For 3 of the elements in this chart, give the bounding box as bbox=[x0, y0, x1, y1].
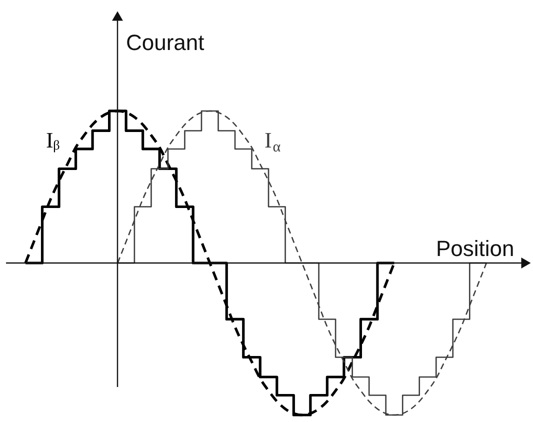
x-axis-title: Position bbox=[436, 236, 514, 261]
y-axis-title: Courant bbox=[126, 30, 204, 55]
series-label: Iᵦ bbox=[46, 128, 60, 152]
